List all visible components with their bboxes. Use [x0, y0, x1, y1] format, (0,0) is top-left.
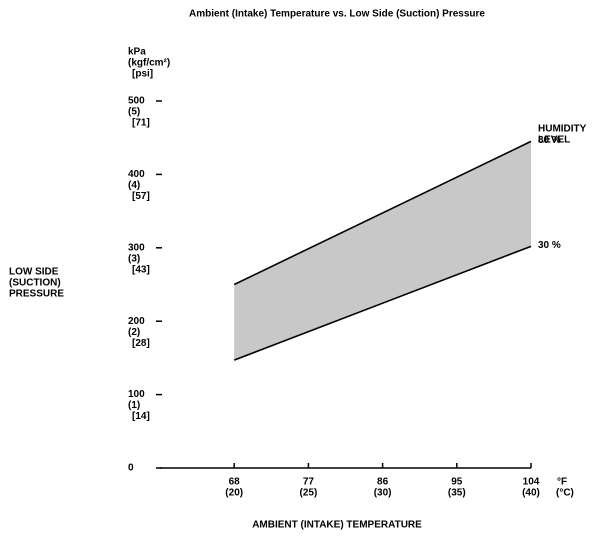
- series-label: 80 %: [538, 135, 561, 146]
- x-tick-label: 77: [303, 477, 315, 488]
- y-tick-label-kgf: (4): [128, 180, 140, 191]
- y-tick-label-psi: [14]: [132, 411, 150, 422]
- series-line: [233, 140, 532, 286]
- y-axis-label: (SUCTION): [9, 278, 61, 289]
- y-unit: [psi]: [132, 69, 153, 80]
- y-tick-label-kgf: (5): [128, 107, 140, 118]
- legend-title: HUMIDITY: [538, 124, 587, 135]
- y-tick-label-kgf: (2): [128, 327, 140, 338]
- y-tick-label: 300: [128, 242, 145, 253]
- x-axis-label: AMBIENT (INTAKE) TEMPERATURE: [252, 520, 422, 531]
- legend-title: LEVEL: [538, 135, 570, 146]
- x-tick-label-c: (20): [225, 488, 243, 499]
- y-tick-label: 200: [128, 316, 145, 327]
- x-tick-label-c: (35): [448, 488, 466, 499]
- y-tick-label-kgf: (1): [128, 400, 140, 411]
- y-tick-label: 400: [128, 169, 145, 180]
- y-tick-label: 0: [128, 463, 134, 474]
- y-unit: kPa: [128, 47, 146, 58]
- x-tick-label: 86: [377, 477, 389, 488]
- x-unit: °F: [557, 477, 567, 488]
- band-area: [234, 141, 531, 361]
- x-tick-label-c: (40): [522, 488, 540, 499]
- y-tick-label-kgf: (3): [128, 253, 140, 264]
- y-tick-label: 500: [128, 96, 145, 107]
- chart-title: Ambient (Intake) Temperature vs. Low Sid…: [189, 9, 485, 20]
- x-tick-label: 68: [229, 477, 241, 488]
- y-tick-label-psi: [28]: [132, 338, 150, 349]
- x-tick-label-c: (30): [374, 488, 392, 499]
- x-unit: (°C): [556, 488, 574, 499]
- series-label: 30 %: [538, 240, 561, 251]
- y-tick-label-psi: [71]: [132, 118, 150, 129]
- x-tick-label: 95: [451, 477, 463, 488]
- series-line: [233, 245, 532, 361]
- x-tick-label-c: (25): [300, 488, 318, 499]
- x-tick-label: 104: [523, 477, 540, 488]
- y-tick-label-psi: [57]: [132, 191, 150, 202]
- y-tick-label: 100: [128, 389, 145, 400]
- y-unit: (kgf/cm²): [128, 58, 170, 69]
- y-tick-label-psi: [43]: [132, 264, 150, 275]
- y-axis-label: LOW SIDE: [9, 267, 59, 278]
- y-axis-label: PRESSURE: [9, 289, 64, 300]
